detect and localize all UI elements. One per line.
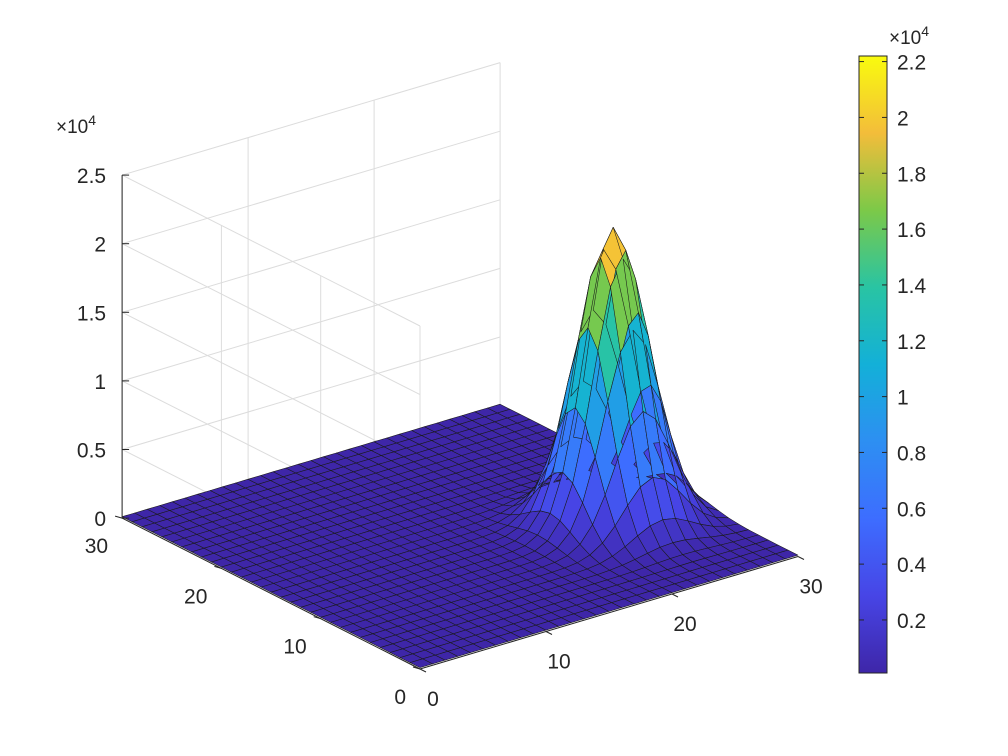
y-tick-mark: [313, 616, 321, 620]
y-tick-label: 0: [394, 686, 406, 709]
x-tick-label: 30: [799, 576, 822, 599]
z-tick-label: 0: [94, 508, 106, 531]
z-axis-multiplier: ×104: [56, 112, 96, 138]
x-tick-mark: [419, 668, 427, 673]
grid-line: [121, 336, 501, 450]
x-tick-mark: [797, 556, 805, 560]
colorbar-ticks: 0.2 0.4 0.6 0.8 1 1.2 1.4 1.6 1.8 2 2.2: [859, 52, 927, 633]
grid-line: [121, 174, 421, 327]
surface-plot: [121, 227, 799, 668]
y-tick-mark: [412, 666, 421, 670]
y-axis-line: [121, 517, 421, 670]
grid-line: [121, 62, 501, 176]
colorbar-tick-label: 0.2: [897, 610, 926, 633]
x-axis-line: [419, 556, 799, 670]
z-tick-label: 0.5: [77, 440, 106, 463]
colorbar-tick-label: 0.6: [897, 498, 926, 521]
y-tick-label: 30: [85, 535, 108, 558]
colorbar-tick-label: 1.2: [897, 331, 926, 354]
colorbar-tick-label: 1: [897, 387, 909, 410]
z-tick-label: 2.5: [77, 165, 106, 188]
colorbar-tick-label: 0.8: [897, 442, 926, 465]
y-tick-label: 10: [283, 636, 306, 659]
surface-patch: [775, 549, 799, 560]
colorbar-tick-label: 1.8: [897, 163, 926, 186]
colorbar-tick-label: 2.2: [897, 52, 926, 75]
y-tick-mark: [214, 565, 222, 569]
colorbar-tick-label: 1.4: [897, 275, 927, 298]
colorbar-tick-label: 2: [897, 107, 909, 130]
tick-labels: 0 10 20 30 0 10 20 30 0 0.5 1 1.5 2 2.5: [77, 165, 823, 711]
colorbar-tick-label: 0.4: [897, 554, 927, 577]
x-tick-mark: [671, 593, 679, 598]
y-tick-mark: [114, 515, 123, 519]
z-tick-label: 2: [94, 234, 106, 257]
x-tick-label: 10: [547, 651, 570, 674]
grid-line: [121, 199, 501, 313]
grid-line: [121, 267, 501, 382]
y-tick-label: 20: [184, 585, 207, 608]
colorbar-multiplier: ×104: [889, 23, 929, 49]
x-tick-mark: [545, 631, 553, 635]
axes-lines: [114, 174, 805, 673]
grid-line: [121, 130, 501, 245]
z-tick-label: 1.5: [77, 302, 106, 325]
colorbar: [858, 55, 888, 674]
grid-line: [121, 243, 421, 396]
x-tick-label: 20: [673, 613, 696, 636]
z-tick-label: 1: [94, 371, 106, 394]
x-tick-label: 0: [427, 688, 439, 711]
colorbar-tick-label: 1.6: [897, 219, 926, 242]
grid-line: [121, 311, 421, 464]
